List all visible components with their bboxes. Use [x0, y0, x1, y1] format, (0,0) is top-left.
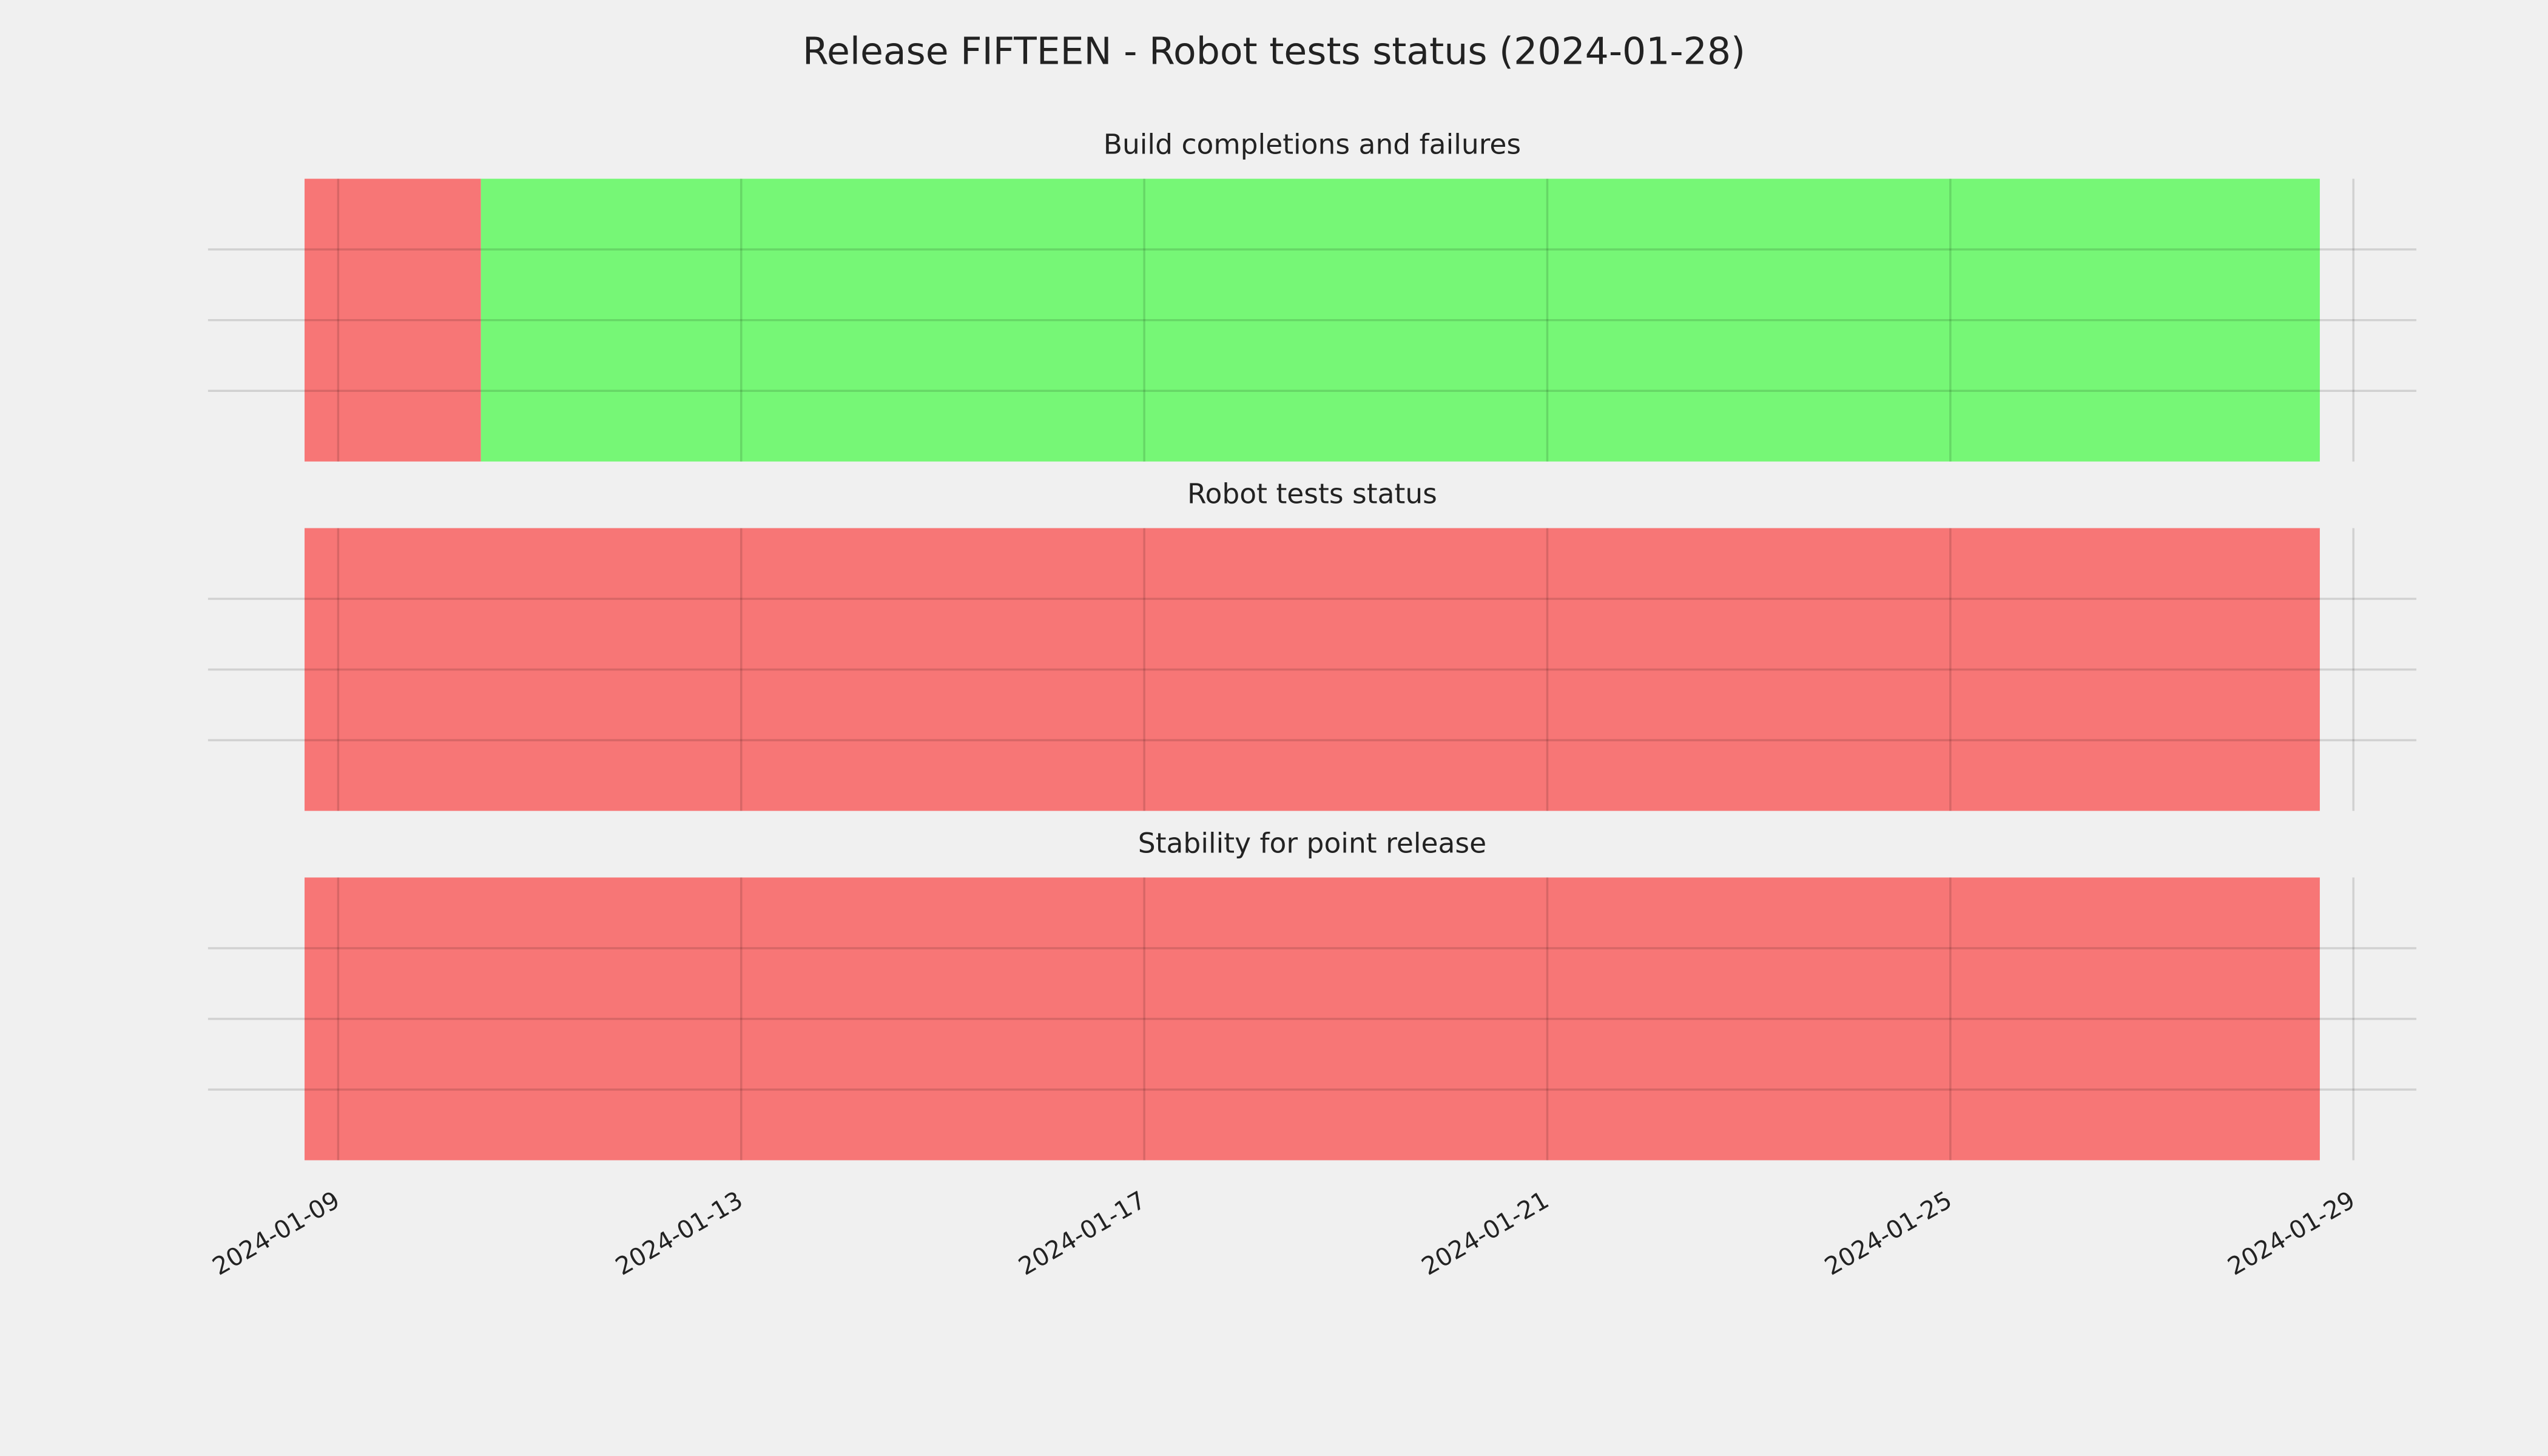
status-span: [480, 178, 2320, 462]
status-span: [305, 528, 2320, 811]
status-span: [305, 178, 481, 462]
subplot-title: Robot tests status: [1187, 477, 1437, 510]
status-span: [305, 877, 2320, 1161]
subplot-title: Build completions and failures: [1104, 129, 1521, 161]
subplot-title: Stability for point release: [1138, 827, 1486, 859]
chart-title: Release FIFTEEN - Robot tests status (20…: [803, 29, 1745, 73]
